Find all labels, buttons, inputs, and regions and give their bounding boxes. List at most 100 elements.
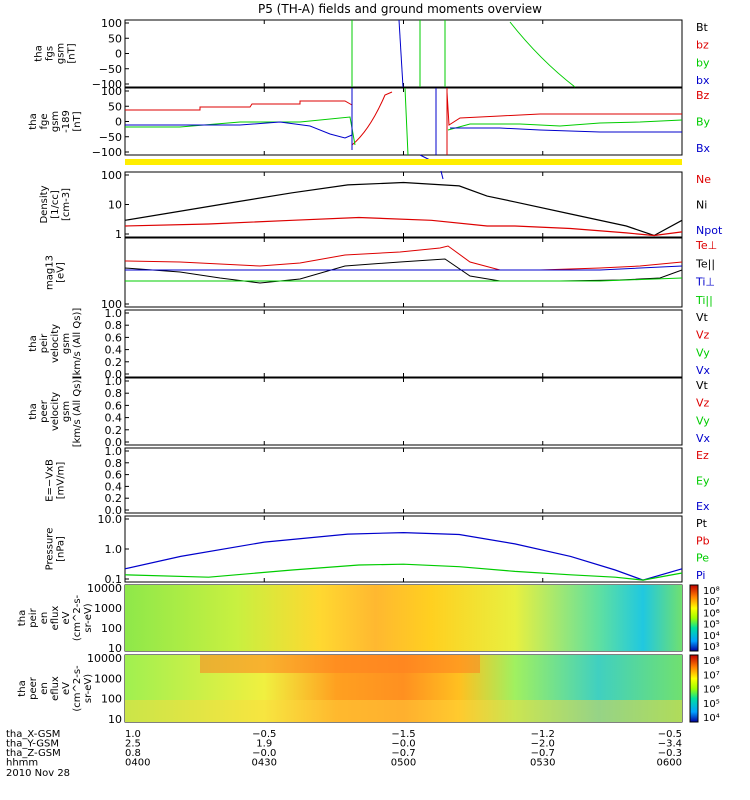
y-axis-title-line: tha bbox=[28, 335, 39, 351]
y-tick-label: 1000 bbox=[94, 602, 122, 615]
y-tick-label: 0.8 bbox=[105, 457, 123, 470]
y-tick-label: 10000 bbox=[87, 582, 122, 595]
colorbar-peir bbox=[689, 584, 699, 652]
legend-fge: By bbox=[696, 116, 711, 129]
y-axis-title-line: eV bbox=[61, 611, 72, 624]
x-row-value: −0.0 bbox=[391, 739, 415, 750]
y-axis-title-efield: E=−VxB [mV/m] bbox=[45, 459, 67, 502]
y-tick-label: 0.4 bbox=[105, 480, 123, 493]
temp-ti-perp-trace bbox=[125, 265, 683, 271]
x-row-value: 0.8 bbox=[125, 748, 141, 759]
y-axis-title-line: en bbox=[39, 612, 50, 625]
y-axis-title-line: tha bbox=[28, 113, 39, 129]
legend-pressure: Pi bbox=[696, 569, 705, 582]
peir-spectrogram bbox=[125, 585, 682, 651]
y-tick-label: 0.8 bbox=[105, 319, 123, 332]
y-tick-label: 1.0 bbox=[105, 307, 123, 320]
y-axis-title-line: (cm^2-s- bbox=[72, 665, 83, 712]
y-tick-label: −100 bbox=[92, 78, 122, 91]
y-tick-label: 0.2 bbox=[105, 424, 123, 437]
y-axis-title-line: peir bbox=[28, 607, 39, 627]
legend-temp: Te⊥ bbox=[695, 239, 717, 252]
blue-marker bbox=[440, 170, 444, 180]
legend-efield: Ex bbox=[696, 500, 710, 513]
colorbar-tick-peir_eflux: 10⁴ bbox=[703, 631, 720, 642]
y-axis-title-peir: tha peir velocity gsm [km/s (All Qs)] bbox=[28, 308, 83, 380]
y-axis-title-line: tha bbox=[28, 403, 39, 419]
legend-peir: Vx bbox=[696, 364, 711, 377]
legend-efield: Ey bbox=[696, 475, 710, 488]
y-tick-label: 100 bbox=[101, 17, 122, 30]
yellow-status-bar bbox=[125, 159, 682, 165]
x-row-value: −0.7 bbox=[391, 748, 415, 759]
temp-te-perp-trace bbox=[124, 245, 683, 271]
legend-peir: Vz bbox=[696, 329, 710, 342]
x-row-value: 0400 bbox=[125, 758, 150, 769]
x-row-value: −0.5 bbox=[658, 729, 682, 740]
legend-temp: Ti|| bbox=[695, 294, 713, 307]
y-tick-label: 10 bbox=[108, 199, 122, 212]
y-tick-label: 0.6 bbox=[105, 331, 123, 344]
x-row-value: 1.0 bbox=[125, 729, 141, 740]
x-row-value: −0.7 bbox=[531, 748, 555, 759]
fge-bz-trace bbox=[125, 91, 682, 146]
y-axis-title-line: [km/s (All Qs)] bbox=[72, 308, 83, 380]
x-row-label: tha_Y-GSM bbox=[6, 739, 59, 750]
y-axis-title-line: [nT] bbox=[67, 43, 78, 63]
y-axis-title-line: [mV/m] bbox=[56, 462, 67, 500]
y-tick-label: −50 bbox=[99, 63, 122, 76]
y-axis-title-peir_eflux: tha peir en eflux eV (cm^2-s-sr-eV) bbox=[17, 594, 94, 641]
legend-fge: Bx bbox=[696, 142, 711, 155]
y-tick-label: 0.8 bbox=[105, 387, 123, 400]
x-row-value: 0530 bbox=[530, 758, 555, 769]
colorbar-tick-peer_eflux: 10⁴ bbox=[703, 713, 720, 724]
density-ni-line bbox=[124, 181, 683, 237]
y-tick-label: 0.4 bbox=[105, 344, 123, 357]
y-tick-label: 100 bbox=[101, 693, 122, 706]
legend-pressure: Pb bbox=[696, 534, 710, 547]
x-row-value: 2.5 bbox=[125, 739, 141, 750]
y-tick-label: 0.2 bbox=[105, 356, 123, 369]
y-tick-label: 0.0 bbox=[105, 436, 123, 449]
x-row-value: 0430 bbox=[252, 758, 277, 769]
y-axis-title-line: velocity bbox=[50, 392, 61, 431]
y-axis-title-temp: mag13 [eV] bbox=[45, 255, 67, 290]
colorbar-tick-peir_eflux: 10⁶ bbox=[703, 608, 720, 619]
y-tick-label: 0.6 bbox=[105, 469, 123, 482]
legend-fgs: bx bbox=[696, 74, 710, 87]
legend-fge: Bz bbox=[696, 89, 710, 102]
y-axis-title-line: velocity bbox=[50, 324, 61, 363]
colorbar-peer bbox=[689, 654, 699, 723]
colorbar-tick-peer_eflux: 10⁶ bbox=[703, 685, 720, 696]
legend-peer: Vz bbox=[696, 397, 710, 410]
x-row-value: −3.4 bbox=[658, 739, 682, 750]
legend-pressure: Pt bbox=[696, 517, 708, 530]
temp-ti-par-trace bbox=[125, 277, 683, 282]
y-axis-title-line: mag13 bbox=[45, 255, 56, 290]
y-axis-title-line: en bbox=[39, 682, 50, 695]
y-axis-title-line: peer bbox=[39, 399, 50, 423]
x-axis-rows: tha_X-GSM 1.0 −0.5 −1.5 −1.2 −0.5 tha_Y-GSM 2.5… bbox=[6, 729, 682, 779]
panel-frame-pressure bbox=[124, 515, 683, 583]
y-axis-title-line: Density bbox=[39, 185, 50, 223]
x-row-value: −2.0 bbox=[531, 739, 555, 750]
panel-frame-peir bbox=[124, 309, 683, 378]
density-traces bbox=[124, 181, 683, 237]
y-tick-label: 10000 bbox=[87, 652, 122, 665]
y-tick-label: 0 bbox=[115, 48, 122, 61]
x-date-label: 2010 Nov 28 bbox=[6, 768, 70, 779]
y-tick-label: 100 bbox=[101, 169, 122, 182]
fgs-green-decay bbox=[509, 21, 576, 88]
y-tick-label: 100 bbox=[101, 298, 122, 311]
y-axis-title-line: sr-eV) bbox=[83, 674, 94, 703]
y-tick-label: 0.0 bbox=[105, 504, 123, 517]
y-tick-label: 1.0 bbox=[105, 445, 123, 458]
y-tick-label: 100 bbox=[101, 622, 122, 635]
pressure-traces bbox=[124, 531, 683, 581]
colorbar-tick-peer_eflux: 10⁸ bbox=[703, 656, 720, 667]
colorbar-tick-peir_eflux: 10⁷ bbox=[703, 597, 720, 608]
y-tick-label: 0.0 bbox=[105, 368, 123, 381]
x-row-value: −1.2 bbox=[531, 729, 555, 740]
y-tick-label: 100 bbox=[101, 85, 122, 98]
